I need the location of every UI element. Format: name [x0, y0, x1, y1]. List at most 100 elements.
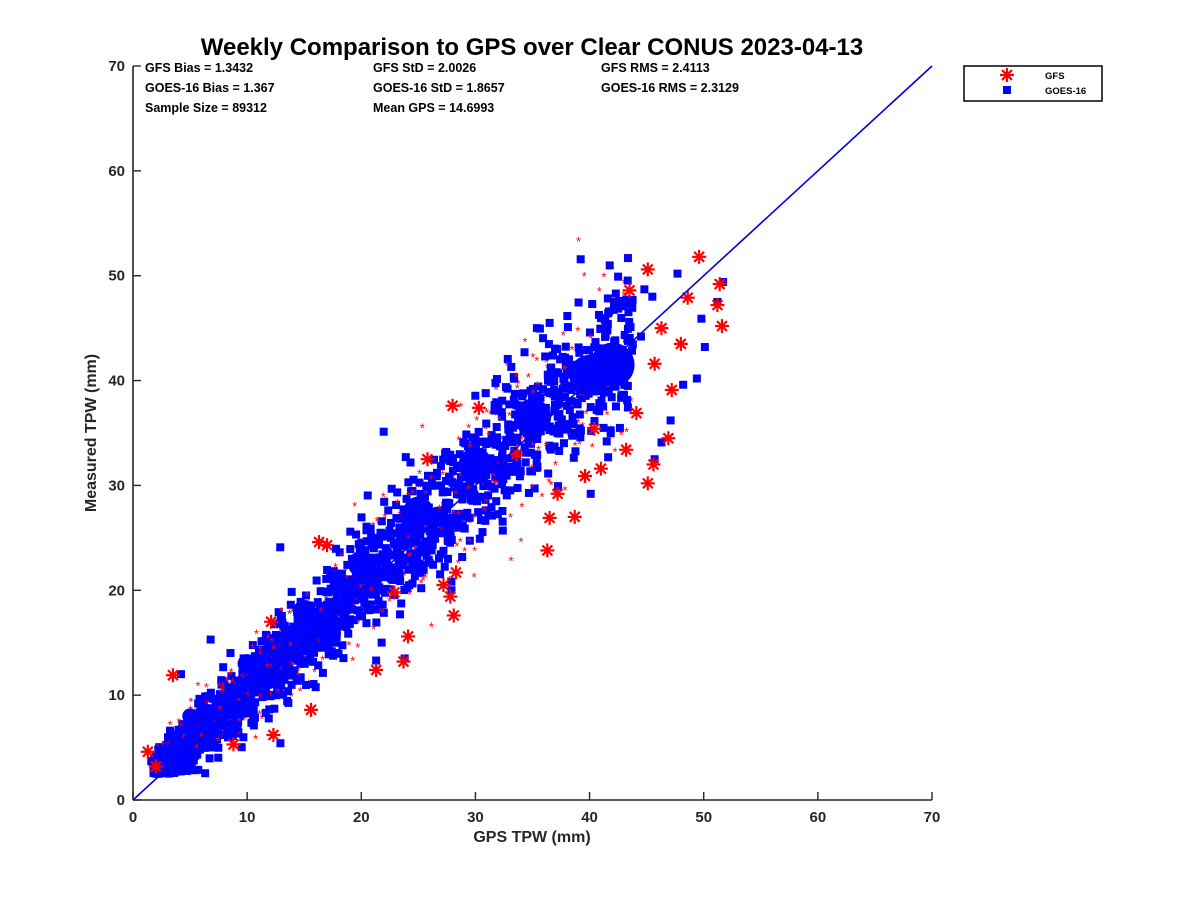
gfs-cloud-point: *	[573, 439, 578, 454]
gfs-cloud-point: *	[274, 649, 279, 664]
gfs-cloud-point: *	[497, 412, 502, 427]
gfs-cloud-point: *	[518, 534, 523, 549]
gfs-cloud-point: *	[387, 594, 392, 609]
gfs-cloud-point: *	[597, 284, 602, 299]
gfs-point	[710, 298, 725, 313]
goes-cloud-point	[324, 604, 333, 613]
goes-cloud-point	[596, 324, 605, 333]
y-axis-title: Measured TPW (mm)	[83, 354, 100, 512]
goes-cloud-point	[417, 548, 426, 557]
goes-cloud-point	[318, 668, 327, 677]
goes-cloud-point	[402, 541, 411, 550]
goes-cloud-point	[201, 769, 210, 778]
goes-point	[447, 586, 456, 595]
goes-cloud-point	[344, 629, 353, 638]
goes-cloud-point	[254, 645, 263, 654]
goes-cloud-point	[386, 551, 395, 560]
goes-cloud-point	[357, 513, 366, 522]
goes-cloud-point	[363, 491, 372, 500]
gfs-cloud-point: *	[217, 679, 222, 694]
goes-cloud-point	[482, 419, 491, 428]
goes-cloud-point	[296, 673, 305, 682]
goes-cloud-point	[354, 575, 363, 584]
goes-cloud-point	[509, 423, 518, 432]
goes-cloud-point	[427, 546, 436, 555]
goes-cloud-point	[576, 390, 585, 399]
goes-cloud-point	[492, 497, 501, 506]
gfs-cloud-point: *	[507, 408, 512, 423]
goes-cloud-point	[348, 605, 357, 614]
goes-cloud-point	[488, 511, 497, 520]
goes-cloud-point	[329, 610, 338, 619]
gfs-cloud-point: *	[195, 679, 200, 694]
gfs-point	[714, 319, 729, 334]
goes-cloud-point	[213, 735, 222, 744]
legend-label-goes: GOES-16	[1045, 86, 1086, 97]
goes-cloud-point	[439, 512, 448, 521]
goes-cloud-point	[251, 698, 260, 707]
goes-cloud-point	[442, 476, 451, 485]
gfs-cloud-point: *	[487, 492, 492, 507]
gfs-cloud-point: *	[530, 438, 535, 453]
goes-cloud-point	[560, 372, 569, 381]
gfs-cloud-point: *	[220, 679, 225, 694]
goes-point	[640, 285, 649, 294]
goes-cloud-point	[369, 544, 378, 553]
goes-cloud-point	[379, 573, 388, 582]
gfs-cloud-point: *	[368, 578, 373, 593]
goes-cloud-point	[624, 308, 633, 317]
goes-cloud-point	[302, 680, 311, 689]
goes-point	[657, 438, 666, 447]
goes-cloud-core	[348, 550, 375, 578]
goes-cloud-point	[253, 668, 262, 677]
goes-cloud-point	[247, 707, 256, 716]
legend-box	[963, 65, 1103, 102]
gfs-cloud-point: *	[519, 432, 524, 447]
goes-cloud-point	[189, 756, 198, 765]
goes-cloud-point	[261, 708, 270, 717]
goes-cloud-point	[187, 764, 196, 773]
gfs-cloud-point: *	[472, 543, 477, 558]
goes-cloud-point	[176, 767, 185, 776]
goes-cloud-point	[551, 344, 560, 353]
goes-cloud-point	[250, 688, 259, 697]
gfs-cloud-point: *	[423, 486, 428, 501]
goes-cloud-point	[510, 389, 519, 398]
goes-cloud-point	[193, 733, 202, 742]
goes-cloud-point	[346, 545, 355, 554]
goes-cloud-point	[574, 298, 583, 307]
gfs-cloud-point: *	[563, 483, 568, 498]
goes-point	[648, 292, 657, 301]
goes-point	[586, 489, 595, 498]
goes-cloud-point	[237, 743, 246, 752]
gfs-point	[320, 538, 335, 553]
goes-cloud-point	[342, 623, 351, 632]
goes-cloud-point	[508, 438, 517, 447]
gfs-cloud-point: *	[530, 350, 535, 365]
gfs-cloud-point: *	[399, 509, 404, 524]
goes-cloud-point	[280, 643, 289, 652]
gfs-cloud-point: *	[343, 563, 348, 578]
gfs-cloud-point: *	[587, 347, 592, 362]
gfs-point	[471, 400, 486, 415]
goes-cloud-point	[372, 618, 381, 627]
goes-cloud-point	[623, 276, 632, 285]
goes-cloud-point	[493, 510, 502, 519]
goes-point	[545, 318, 554, 327]
gfs-cloud-point: *	[456, 508, 461, 523]
goes-cloud-point	[306, 645, 315, 654]
goes-cloud-point	[224, 683, 233, 692]
gfs-cloud-point: *	[246, 688, 251, 703]
goes-cloud-point	[502, 435, 511, 444]
goes-cloud-point	[513, 483, 522, 492]
gfs-cloud-point: *	[569, 343, 574, 358]
gfs-cloud-point: *	[467, 440, 472, 455]
goes-cloud-point	[397, 535, 406, 544]
gfs-cloud-point: *	[484, 405, 489, 420]
goes-cloud-point	[604, 386, 613, 395]
data-cloud: ************* ***************************…	[149, 234, 637, 779]
goes-cloud-point	[273, 671, 282, 680]
goes-cloud-point	[294, 648, 303, 657]
gfs-cloud-point: *	[258, 647, 263, 662]
goes-cloud-point	[248, 670, 257, 679]
